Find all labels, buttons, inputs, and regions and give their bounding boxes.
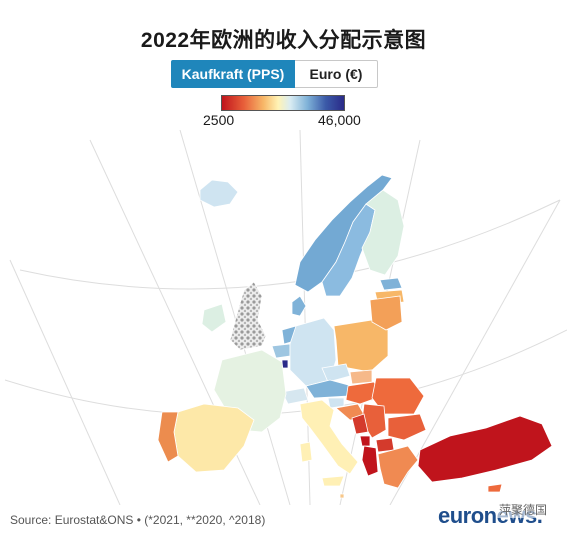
graticule-line xyxy=(389,199,561,505)
iceland[interactable] xyxy=(199,179,239,208)
countries xyxy=(157,174,553,499)
uk[interactable] xyxy=(229,281,267,351)
montenegro[interactable] xyxy=(359,435,371,447)
graticule-line xyxy=(19,199,561,290)
slovenia[interactable] xyxy=(327,397,345,409)
graticule-line xyxy=(4,329,567,416)
ireland[interactable] xyxy=(201,303,227,333)
graticule-line xyxy=(9,259,121,505)
italy-sicily[interactable] xyxy=(321,475,345,487)
euro-toggle-button[interactable]: Euro (€) xyxy=(295,60,378,88)
graticule-line xyxy=(179,130,291,505)
slovakia[interactable] xyxy=(349,369,373,385)
europe-map xyxy=(4,130,567,505)
portugal[interactable] xyxy=(157,411,179,463)
baltic-north[interactable] xyxy=(369,295,403,331)
legend-color-bar xyxy=(221,95,345,111)
pps-toggle-button[interactable]: Kaufkraft (PPS) xyxy=(171,60,295,88)
source-note: Source: Eurostat&ONS • (*2021, **2020, ^… xyxy=(10,513,266,527)
czechia[interactable] xyxy=(321,363,351,383)
greece[interactable] xyxy=(377,445,419,489)
bosnia[interactable] xyxy=(351,413,369,435)
chart-title: 2022年欧洲的收入分配示意图 xyxy=(140,29,427,52)
legend-max-label: 46,000 xyxy=(318,112,361,128)
cyprus[interactable] xyxy=(487,483,503,493)
switzerland[interactable] xyxy=(281,387,309,405)
poland[interactable] xyxy=(333,319,389,373)
finland[interactable] xyxy=(361,189,405,276)
italy[interactable] xyxy=(299,399,359,475)
estonia[interactable] xyxy=(379,277,403,291)
romania[interactable] xyxy=(371,377,425,415)
turkey[interactable] xyxy=(417,415,553,483)
legend-min-label: 2500 xyxy=(203,112,235,128)
denmark[interactable] xyxy=(291,295,307,317)
metric-toggle: Kaufkraft (PPS) Euro (€) xyxy=(171,60,378,88)
malta[interactable] xyxy=(339,493,345,499)
spain[interactable] xyxy=(173,403,255,473)
watermark-text: 萍聚德国 xyxy=(497,501,550,518)
belgium[interactable] xyxy=(271,343,291,359)
north-macedonia[interactable] xyxy=(375,437,395,453)
bulgaria[interactable] xyxy=(387,413,427,441)
albania[interactable] xyxy=(361,445,379,477)
italy-sardinia[interactable] xyxy=(299,441,313,463)
